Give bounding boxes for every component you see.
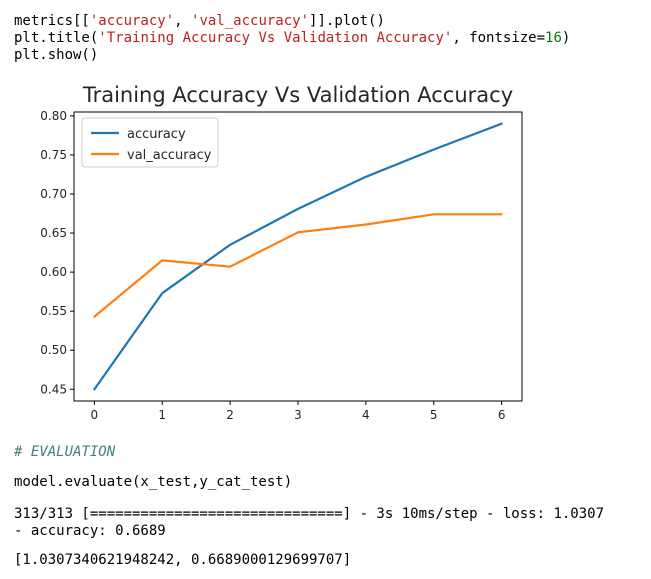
x-tick-label: 1 <box>158 408 166 422</box>
plot-area: 0 1 2 3 4 5 6 0.45 0.50 0.55 0.60 0.65 0.70 0.75 0.80 a… <box>40 109 523 422</box>
series-line-val-accuracy <box>93 213 503 318</box>
x-tick-label: 2 <box>226 408 234 422</box>
x-tick-label: 6 <box>498 408 506 422</box>
code-cell-evaluate[interactable]: model.evaluate(x_test,y_cat_test) <box>14 474 293 490</box>
output-accuracy-line: - accuracy: 0.6689 <box>14 523 166 539</box>
y-tick-label: 0.45 <box>40 382 67 396</box>
x-tick-label: 5 <box>430 408 438 422</box>
y-tick-label: 0.70 <box>40 187 67 201</box>
x-tick-label: 4 <box>362 408 370 422</box>
code-cell-plot[interactable]: metrics[['accuracy', 'val_accuracy']].pl… <box>14 13 570 64</box>
legend-label-val-accuracy: val_accuracy <box>127 148 212 163</box>
x-tick-label: 3 <box>294 408 302 422</box>
accuracy-line-chart: Training Accuracy Vs Validation Accuracy… <box>40 83 523 422</box>
y-tick-label: 0.65 <box>40 226 67 240</box>
chart-title: Training Accuracy Vs Validation Accuracy <box>82 83 513 107</box>
legend-label-accuracy: accuracy <box>127 127 186 142</box>
code-line-2: plt.title('Training Accuracy Vs Validati… <box>14 30 571 46</box>
y-tick-label: 0.80 <box>40 109 67 123</box>
code-line-1: metrics[['accuracy', 'val_accuracy']].pl… <box>14 13 385 29</box>
y-tick-label: 0.60 <box>40 265 67 279</box>
x-tick-label: 0 <box>91 408 99 422</box>
output-progress-line: 313/313 [==============================]… <box>14 506 605 522</box>
output-result: [1.0307340621948242, 0.6689000129699707] <box>14 552 352 568</box>
y-tick-label: 0.55 <box>40 304 67 318</box>
comment-evaluation: # EVALUATION <box>14 444 116 460</box>
y-tick-label: 0.75 <box>40 148 67 162</box>
y-tick-label: 0.50 <box>40 343 67 357</box>
code-line-3: plt.show() <box>14 47 99 63</box>
series-line-accuracy <box>93 122 503 391</box>
